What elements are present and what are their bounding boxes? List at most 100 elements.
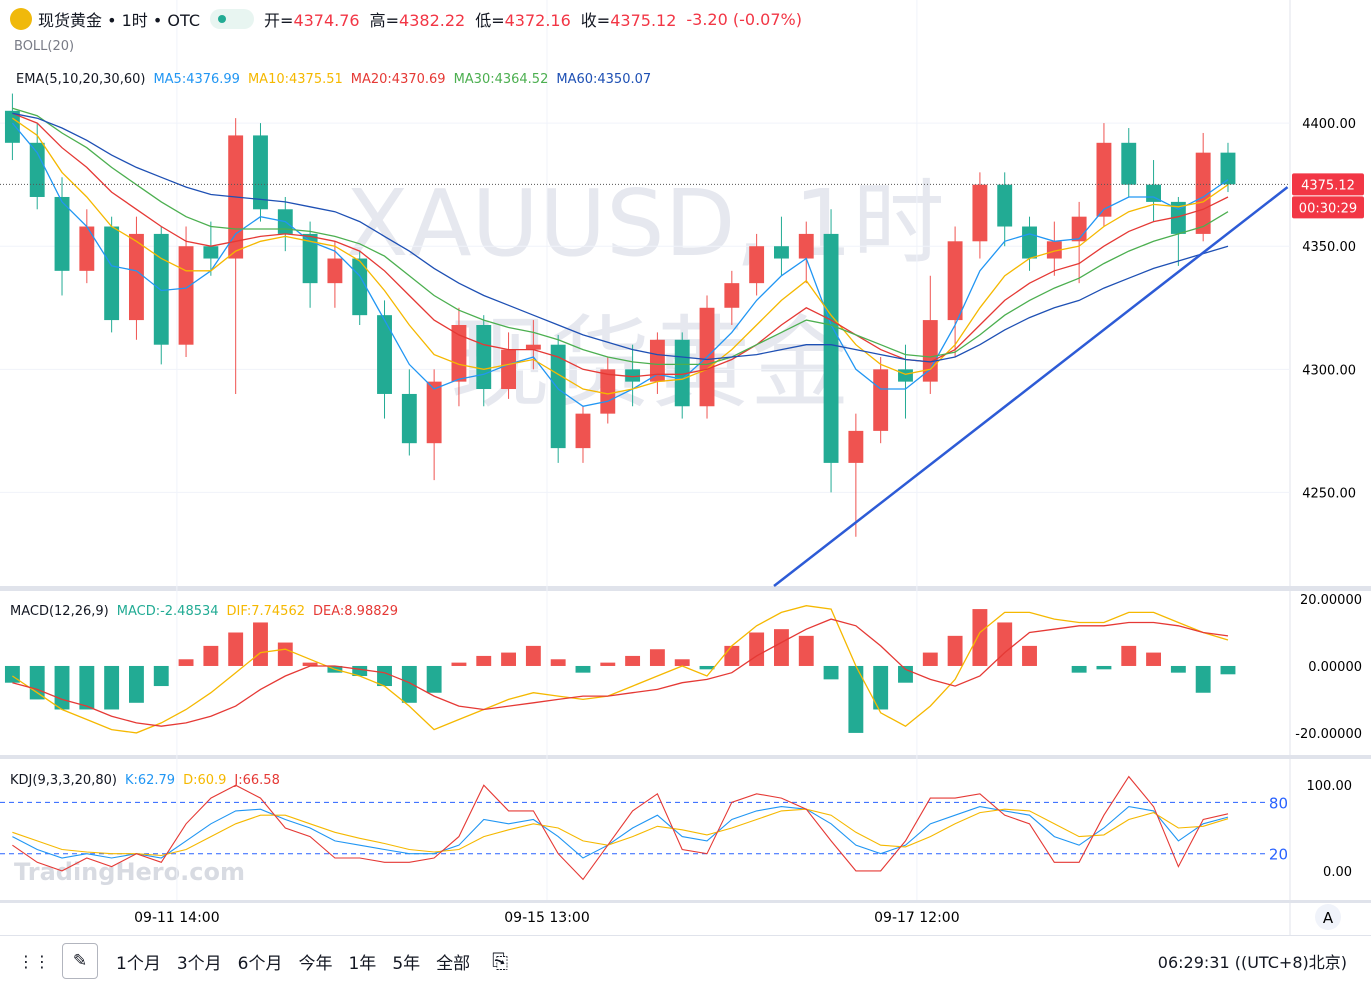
compare-icon[interactable]: ⎘ xyxy=(492,949,509,973)
candle-body xyxy=(724,283,740,308)
level-label: 20 xyxy=(1269,846,1288,864)
candle-body xyxy=(29,142,45,197)
range-button[interactable]: 今年 xyxy=(298,953,333,974)
indicator: BOLL(20) xyxy=(14,39,75,54)
macd-bar xyxy=(972,609,988,666)
ohlc-label: 低= xyxy=(475,11,505,30)
auto-label[interactable]: A xyxy=(1323,909,1334,927)
macd-bar xyxy=(649,649,665,666)
legend-entry: MA5:4376.99 xyxy=(153,72,240,87)
draw-tool[interactable]: ✎ xyxy=(62,943,98,979)
candle-body xyxy=(4,110,20,143)
ohlc-value: 4374.76 xyxy=(293,11,360,30)
y-tick-label: 100.00 xyxy=(1307,779,1353,794)
candle-body xyxy=(302,233,318,284)
macd-bar xyxy=(228,632,244,666)
macd-bar xyxy=(798,635,814,666)
candle-body xyxy=(922,320,938,382)
candle-body xyxy=(947,241,963,321)
macd-bar xyxy=(253,622,268,666)
macd-bar xyxy=(129,665,144,703)
macd-bar xyxy=(997,622,1013,666)
ma-line xyxy=(12,112,1229,363)
candle-body xyxy=(401,393,417,444)
macd-bar xyxy=(774,629,789,666)
last-price-label: 4375.12 xyxy=(1301,178,1355,193)
candle-body xyxy=(1220,152,1236,185)
ohlc: 开=4374.76 高=4382.22 低=4372.16 收=4375.12 xyxy=(264,7,686,31)
y-tick-label: 4300.00 xyxy=(1302,363,1356,378)
kdj-line xyxy=(12,808,1229,857)
macd-bar xyxy=(724,645,740,666)
candle-body xyxy=(327,258,343,284)
legend-entry: MA60:4350.07 xyxy=(556,72,652,87)
header: 现货黄金 • 1时 • OTC 开=4374.76 高=4382.22 低=4372… xyxy=(10,7,802,31)
range-button[interactable]: 1年 xyxy=(348,953,377,974)
symbol-icon xyxy=(10,8,32,30)
macd-bar xyxy=(922,652,938,666)
candle-body xyxy=(203,246,219,259)
trendline xyxy=(773,186,1289,587)
candle-body xyxy=(625,369,641,382)
drag-icon[interactable]: ⋮⋮ xyxy=(18,951,50,971)
macd-bar xyxy=(1121,645,1137,666)
level-label: 80 xyxy=(1269,794,1288,812)
last-price-box xyxy=(1292,173,1364,196)
legend: EMA(5,10,20,30,60) MA5:4376.99 MA10:4375.5… xyxy=(16,72,659,87)
range-button[interactable]: 3个月 xyxy=(176,953,222,974)
candle-body xyxy=(153,233,169,345)
brand: TradingHero.com xyxy=(14,858,245,886)
range-button[interactable]: 5年 xyxy=(392,953,421,974)
ohlc-value: 4372.16 xyxy=(504,11,571,30)
ohlc-value: 4382.22 xyxy=(399,11,466,30)
macd-line xyxy=(12,605,1229,734)
candle-body xyxy=(426,381,442,444)
separator xyxy=(0,900,1371,903)
macd-bar xyxy=(575,665,591,673)
symbol: 现货黄金 • 1时 • OTC xyxy=(38,11,201,30)
macd-bar xyxy=(476,655,492,666)
macd-bar xyxy=(352,665,368,677)
range-button[interactable]: 6个月 xyxy=(237,953,283,974)
ma-line xyxy=(12,117,1229,395)
y-tick-label: -20.00000 xyxy=(1295,727,1362,742)
macd-bar xyxy=(451,662,467,666)
legend-entry: DEA:8.98829 xyxy=(313,604,399,619)
ma-line xyxy=(12,112,1229,378)
macd-bar xyxy=(153,665,169,687)
y-tick-label: 4350.00 xyxy=(1302,240,1356,255)
candle-body xyxy=(649,339,665,382)
macd-line xyxy=(12,618,1229,727)
candle-body xyxy=(774,246,789,259)
macd-bar xyxy=(1220,665,1236,675)
macd-bar xyxy=(873,665,889,710)
candle-body xyxy=(823,233,839,463)
x-tick-label: 09-15 13:00 xyxy=(504,910,589,926)
macd-bar xyxy=(625,655,641,666)
separator xyxy=(0,586,1371,591)
candle-body xyxy=(79,226,95,271)
candle-body xyxy=(476,325,492,390)
legend: MACD(12,26,9) MACD:-2.48534 DIF:7.74562 DEA… xyxy=(10,604,406,619)
legend-entry: MACD:-2.48534 xyxy=(116,604,219,619)
candle-body xyxy=(749,246,765,284)
candle-body xyxy=(253,135,268,210)
ohlc-label: 高= xyxy=(369,11,400,30)
range-button[interactable]: 全部 xyxy=(436,953,471,974)
ma-line xyxy=(11,122,1229,407)
status-badge xyxy=(210,9,255,29)
auto-button[interactable] xyxy=(1315,904,1341,930)
candle-body xyxy=(1096,142,1112,217)
macd-bar xyxy=(848,665,864,733)
macd-bar xyxy=(277,642,293,666)
candle-body xyxy=(451,325,467,382)
candle-body xyxy=(377,315,392,394)
candle-body xyxy=(1195,152,1211,234)
range-button[interactable]: 1个月 xyxy=(116,953,161,974)
candle-body xyxy=(1170,201,1186,234)
ohlc-value: 4375.12 xyxy=(610,11,677,30)
legend-title: EMA(5,10,20,30,60) xyxy=(16,72,146,87)
candle-body xyxy=(1022,226,1037,259)
macd-bar xyxy=(1096,665,1112,670)
legend-entry: MA20:4370.69 xyxy=(350,72,446,87)
